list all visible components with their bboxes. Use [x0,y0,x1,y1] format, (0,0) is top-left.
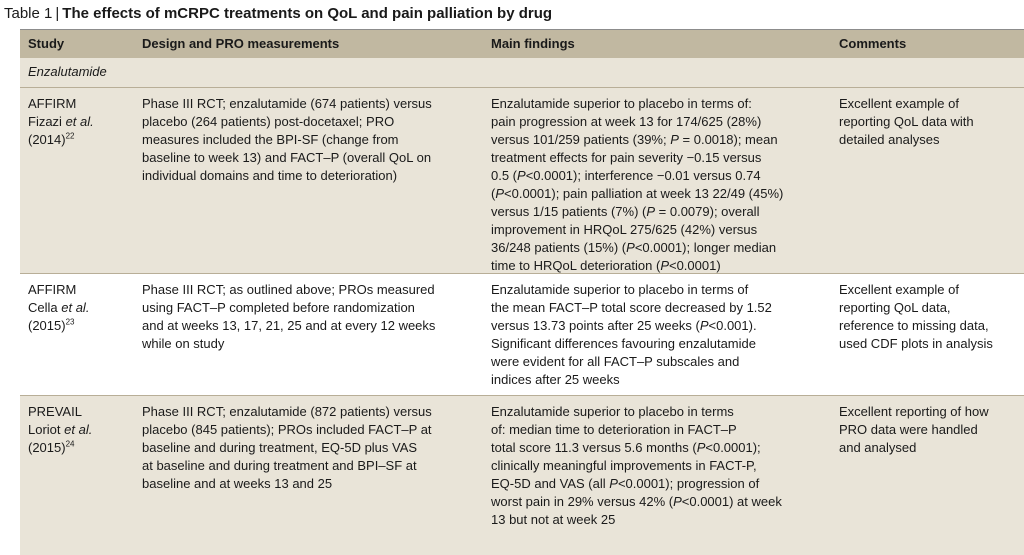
text-line: Excellent example of [839,96,959,111]
table-header-row: Study Design and PRO measurements Main f… [20,30,1024,58]
reference-number: 22 [65,131,75,141]
header-design: Design and PRO measurements [142,36,340,51]
text-line: Phase III RCT; as outlined above; PROs m… [142,282,435,297]
findings-cell: Enzalutamide superior to placebo in term… [491,403,782,529]
row-divider [20,273,1024,274]
design-cell: Phase III RCT; enzalutamide (872 patient… [142,403,432,493]
text-line: at baseline and during treatment and BPI… [142,458,417,473]
title-separator: | [55,5,60,22]
text-line: worst pain in 29% versus 42% (P<0.0001) … [491,494,782,509]
text-line: measures included the BPI-SF (change fro… [142,132,399,147]
study-trial: AFFIRM [28,96,77,111]
text-line: baseline and at weeks 13 and 25 [142,476,333,491]
text-line: indices after 25 weeks [491,372,620,387]
text-line: used CDF plots in analysis [839,336,993,351]
text-line: were evident for all FACT–P subscales an… [491,354,740,369]
study-year: (2015)23 [28,317,75,333]
text-line: versus 13.73 points after 25 weeks (P<0.… [491,318,757,333]
text-line: EQ-5D and VAS (all P<0.0001); progressio… [491,476,760,491]
text-line: Significant differences favouring enzalu… [491,336,756,351]
comments-cell: Excellent reporting of how PRO data were… [839,403,989,457]
data-table: Study Design and PRO measurements Main f… [20,30,1024,555]
study-trial: PREVAIL [28,404,82,419]
text-line: of: median time to deterioration in FACT… [491,422,737,437]
text-line: placebo (845 patients); PROs included FA… [142,422,432,437]
study-year: (2014)22 [28,131,75,147]
text-line: using FACT–P completed before randomizat… [142,300,415,315]
text-line: Enzalutamide superior to placebo in term… [491,96,752,111]
text-line: PRO data were handled [839,422,978,437]
study-trial: AFFIRM [28,282,77,297]
study-cell: AFFIRM Fizazi et al. (2014)22 [28,95,94,149]
study-cell: PREVAIL Loriot et al. (2015)24 [28,403,92,457]
design-cell: Phase III RCT; enzalutamide (674 patient… [142,95,432,185]
text-line: while on study [142,336,225,351]
text-line: Phase III RCT; enzalutamide (674 patient… [142,96,432,111]
comments-cell: Excellent example of reporting QoL data … [839,95,974,149]
table-title-text: The effects of mCRPC treatments on QoL a… [62,5,553,22]
comments-cell: Excellent example of reporting QoL data,… [839,281,993,353]
text-line: Excellent reporting of how [839,404,989,419]
text-line: 36/248 patients (15%) (P<0.0001); longer… [491,240,777,255]
text-line: reference to missing data, [839,318,989,333]
text-line: pain progression at week 13 for 174/625 … [491,114,762,129]
text-line: placebo (264 patients) post-docetaxel; P… [142,114,395,129]
table-row: PREVAIL Loriot et al. (2015)24 Phase III… [20,395,1024,555]
table-row: AFFIRM Fizazi et al. (2014)22 Phase III … [20,87,1024,273]
section-label: Enzalutamide [28,64,107,79]
text-line: Enzalutamide superior to placebo in term… [491,282,749,297]
text-line: and at weeks 13, 17, 21, 25 and at every… [142,318,436,333]
text-line: 13 but not at week 25 [491,512,616,527]
text-line: baseline to week 13) and FACT–P (overall… [142,150,432,165]
text-line: time to HRQoL deterioration (P<0.0001) [491,258,721,273]
header-study: Study [28,36,65,51]
text-line: improvement in HRQoL 275/625 (42%) versu… [491,222,758,237]
study-author: Cella et al. [28,300,90,315]
row-divider [20,87,1024,88]
text-line: 0.5 (P<0.0001); interference −0.01 versu… [491,168,761,183]
table-label: Table 1 [4,5,53,22]
text-line: (P<0.0001); pain palliation at week 13 2… [491,186,784,201]
text-line: detailed analyses [839,132,940,147]
text-line: Enzalutamide superior to placebo in term… [491,404,734,419]
study-author: Loriot et al. [28,422,93,437]
design-cell: Phase III RCT; as outlined above; PROs m… [142,281,435,353]
reference-number: 23 [65,317,75,327]
table-title: Table 1 | The effects of mCRPC treatments … [4,4,552,24]
text-line: treatment effects for pain severity −0.1… [491,150,762,165]
text-line: reporting QoL data, [839,300,951,315]
text-line: and analysed [839,440,917,455]
text-line: versus 101/259 patients (39%; P = 0.0018… [491,132,778,147]
text-line: baseline and during treatment, EQ-5D plu… [142,440,418,455]
header-comments: Comments [839,36,907,51]
text-line: clinically meaningful improvements in FA… [491,458,757,473]
text-line: total score 11.3 versus 5.6 months (P<0.… [491,440,761,455]
section-row: Enzalutamide [20,58,1024,87]
text-line: individual domains and time to deteriora… [142,168,398,183]
findings-cell: Enzalutamide superior to placebo in term… [491,95,783,275]
table-row: AFFIRM Cella et al. (2015)23 Phase III R… [20,273,1024,395]
row-divider [20,395,1024,396]
text-line: the mean FACT–P total score decreased by… [491,300,772,315]
reference-number: 24 [65,439,75,449]
findings-cell: Enzalutamide superior to placebo in term… [491,281,772,389]
text-line: Excellent example of [839,282,959,297]
text-line: reporting QoL data with [839,114,974,129]
study-author: Fizazi et al. [28,114,94,129]
study-year: (2015)24 [28,439,75,455]
text-line: versus 1/15 patients (7%) (P = 0.0079); … [491,204,760,219]
header-findings: Main findings [491,36,575,51]
study-cell: AFFIRM Cella et al. (2015)23 [28,281,89,335]
text-line: Phase III RCT; enzalutamide (872 patient… [142,404,432,419]
title-rule [20,29,1024,30]
